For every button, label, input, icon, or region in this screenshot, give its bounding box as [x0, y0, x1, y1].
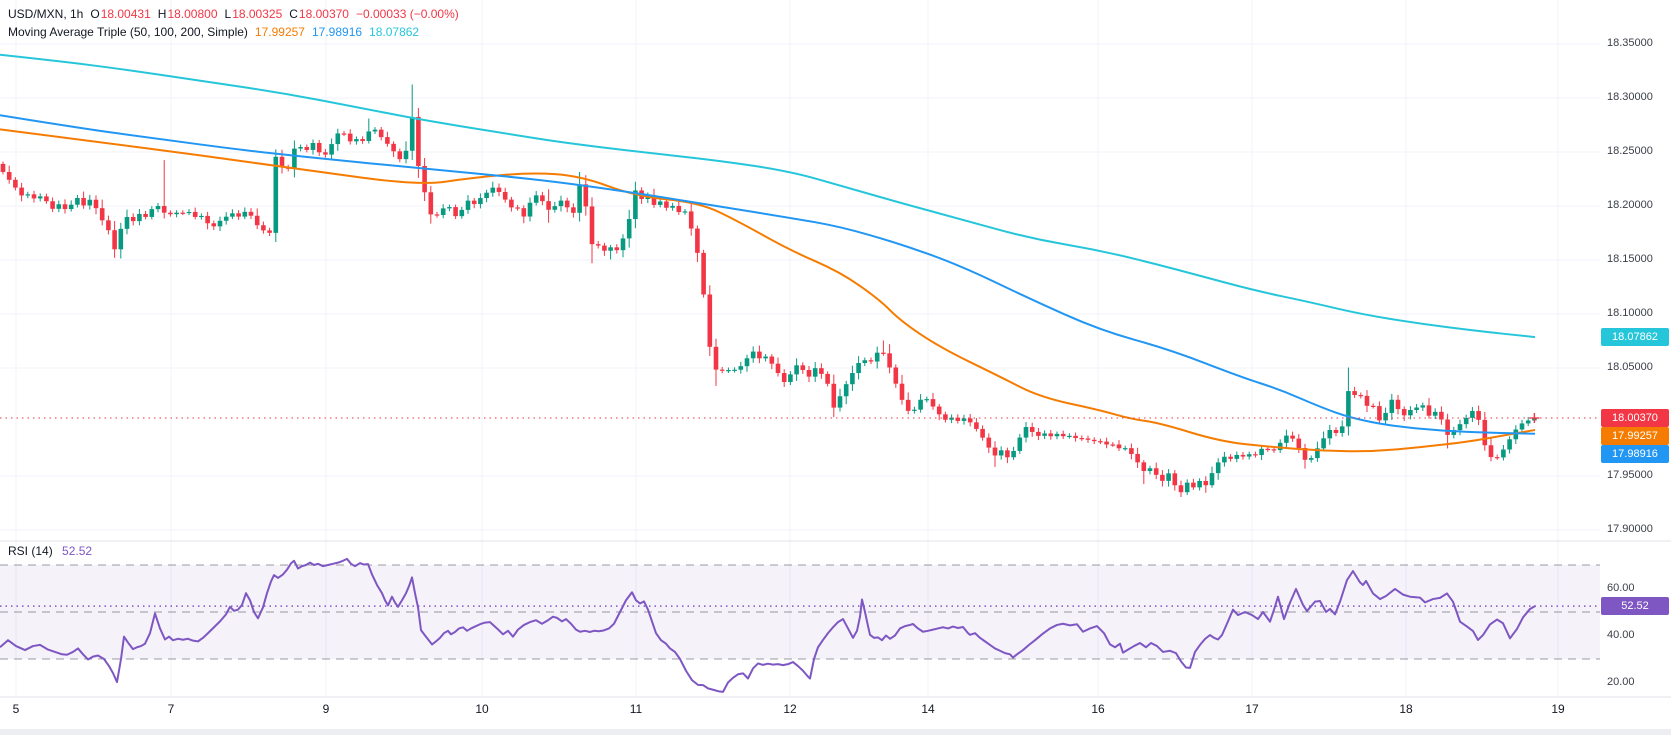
symbol-legend-row[interactable]: USD/MXN, 1h O18.00431 H18.00800 L18.00325 C1… — [8, 5, 459, 23]
moving-averages — [0, 53, 1536, 453]
rsi-legend-row[interactable]: RSI (14) 52.52 — [8, 544, 92, 558]
time-axis-label[interactable]: 12 — [783, 702, 797, 716]
ohlc-key: C — [289, 7, 298, 21]
sma100-value: 17.98916 — [311, 25, 363, 39]
rsi-value: 52.52 — [62, 544, 93, 558]
ma-indicator-title: Moving Average Triple (50, 100, 200, Sim… — [8, 25, 248, 39]
sma-line-50 — [0, 128, 1536, 453]
ohlc-value: 18.00370 — [298, 7, 349, 21]
ma-legend-row[interactable]: Moving Average Triple (50, 100, 200, Sim… — [8, 23, 459, 41]
rsi-line — [0, 557, 1536, 693]
price-axis-label[interactable]: 18.35000 — [1607, 37, 1653, 49]
ohlc-value: 18.00325 — [232, 7, 283, 21]
sma-line-100 — [0, 114, 1536, 435]
time-axis-label[interactable]: 7 — [167, 702, 175, 716]
ma200-price-badge: 18.07862 — [1601, 328, 1669, 347]
rsi-pane[interactable] — [0, 557, 1600, 693]
time-axis-label[interactable]: 14 — [921, 702, 935, 716]
symbol-title: USD/MXN, 1h — [8, 7, 84, 21]
time-axis-label[interactable]: 9 — [322, 702, 330, 716]
price-axis-label[interactable]: 18.20000 — [1607, 199, 1653, 211]
time-axis-label[interactable]: 17 — [1245, 702, 1259, 716]
bottom-edge-bar — [0, 729, 1671, 735]
sma-line-200 — [0, 53, 1536, 339]
time-axis-label[interactable]: 11 — [629, 702, 643, 716]
time-axis-label[interactable]: 18 — [1399, 702, 1413, 716]
price-axis-label[interactable]: 18.05000 — [1607, 361, 1653, 373]
ohlc-key: H — [157, 7, 167, 21]
time-axis-label[interactable]: 19 — [1551, 702, 1565, 716]
rsi-title: RSI — [8, 544, 29, 558]
rsi-axis-label[interactable]: 20.00 — [1607, 675, 1635, 688]
last-price-marker — [1529, 413, 1540, 424]
ohlc-key: L — [224, 7, 232, 21]
rsi-value-badge: 52.52 — [1601, 597, 1669, 616]
ohlc-value: 18.00800 — [167, 7, 218, 21]
ma50-price-badge: 17.99257 — [1601, 427, 1669, 445]
time-axis-label[interactable]: 10 — [475, 702, 489, 716]
main-legend[interactable]: USD/MXN, 1h O18.00431 H18.00800 L18.00325 C1… — [8, 5, 459, 41]
price-change: −0.00033 (−0.00%) — [355, 7, 459, 21]
ohlc-value: 18.00431 — [100, 7, 151, 21]
price-axis-label[interactable]: 18.15000 — [1607, 253, 1653, 265]
gridlines — [0, 0, 1671, 698]
price-axis-label[interactable]: 18.30000 — [1607, 91, 1653, 103]
rsi-axis-label[interactable]: 60.00 — [1607, 581, 1635, 594]
price-axis-label[interactable]: 17.95000 — [1607, 469, 1653, 481]
candlesticks[interactable] — [0, 84, 1537, 498]
price-axis-label[interactable]: 17.90000 — [1607, 523, 1653, 535]
last-price-badge: 18.00370 — [1601, 409, 1669, 427]
rsi-params: (14) — [31, 544, 53, 558]
ohlc-key: O — [90, 7, 100, 21]
time-axis-label[interactable]: 16 — [1091, 702, 1105, 716]
ma100-price-badge: 17.98916 — [1601, 445, 1669, 463]
sma50-value: 17.99257 — [254, 25, 305, 39]
sma200-value: 18.07862 — [369, 25, 420, 39]
rsi-axis-label[interactable]: 40.00 — [1607, 628, 1635, 641]
price-axis-label[interactable]: 18.25000 — [1607, 145, 1653, 157]
price-axis-label[interactable]: 18.10000 — [1607, 307, 1653, 319]
time-axis-label[interactable]: 5 — [12, 702, 20, 716]
